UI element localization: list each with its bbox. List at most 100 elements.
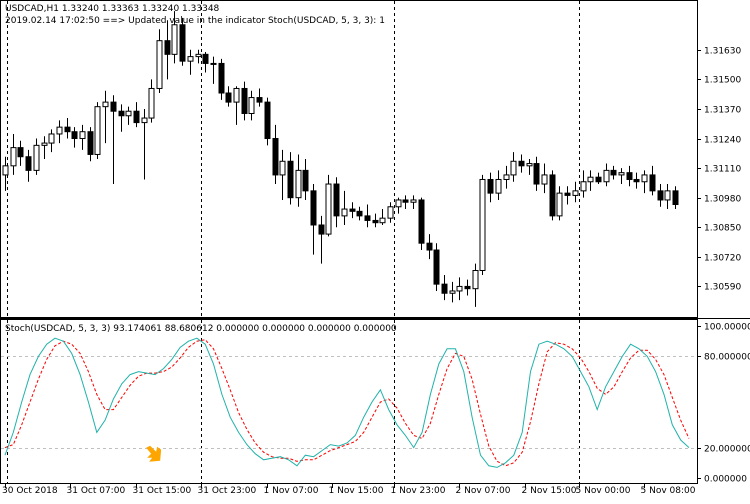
indicator-tick-label: 20.000000 bbox=[704, 445, 750, 455]
candle bbox=[33, 138, 40, 175]
candle bbox=[2, 156, 9, 191]
candle bbox=[94, 102, 101, 159]
price-tick-label: 1.31110 bbox=[704, 165, 741, 175]
candle bbox=[479, 174, 486, 276]
candle bbox=[233, 86, 240, 125]
time-tick-label: 1 Nov 23:00 bbox=[391, 486, 446, 496]
candle bbox=[372, 213, 379, 228]
candle bbox=[79, 124, 86, 150]
time-tick-label: 1 Nov 15:00 bbox=[329, 486, 384, 496]
candle bbox=[664, 184, 671, 210]
candle bbox=[187, 49, 194, 75]
price-tick-label: 1.30720 bbox=[704, 254, 741, 264]
candle bbox=[148, 79, 155, 123]
candle bbox=[603, 163, 610, 187]
price-tick-label: 1.30850 bbox=[704, 224, 741, 234]
candle bbox=[441, 275, 448, 301]
candle bbox=[564, 186, 571, 205]
candle bbox=[218, 58, 225, 100]
price-axis[interactable]: 1.31630 1.31500 1.31370 1.31240 1.31110 1.309… bbox=[697, 47, 741, 293]
time-tick-label: 5 Nov 00:00 bbox=[576, 486, 631, 496]
candle bbox=[310, 184, 317, 255]
buy-arrow-icon[interactable] bbox=[146, 445, 162, 462]
candle bbox=[110, 95, 117, 185]
indicator-window[interactable]: Stoch(USDCAD, 5, 3, 3) 93.174061 88.6806… bbox=[0, 320, 697, 484]
candle bbox=[433, 243, 440, 291]
candle bbox=[248, 90, 255, 121]
candle bbox=[141, 108, 148, 180]
time-tick-label: 2 Nov 15:00 bbox=[522, 486, 577, 496]
candle bbox=[595, 172, 602, 185]
candle bbox=[56, 120, 63, 144]
candle bbox=[649, 165, 656, 196]
candle bbox=[41, 136, 48, 159]
candle bbox=[456, 277, 463, 301]
indicator-tick-label: 100.000000 bbox=[704, 323, 750, 333]
candle bbox=[64, 118, 71, 139]
candle bbox=[387, 202, 394, 223]
price-window[interactable]: USDCAD,H1 1.33240 1.33363 1.33240 1.3334… bbox=[0, 0, 697, 317]
time-tick-label: 2 Nov 07:00 bbox=[456, 486, 511, 496]
indicator-window-frame bbox=[0, 319, 698, 484]
candle bbox=[495, 170, 502, 200]
candle bbox=[279, 149, 286, 200]
candle bbox=[272, 124, 279, 185]
candle bbox=[472, 263, 479, 307]
candle bbox=[156, 29, 163, 94]
candle bbox=[287, 152, 294, 205]
indicator-tick-label: 80.000000 bbox=[704, 353, 750, 363]
candle bbox=[510, 152, 517, 182]
price-window-background[interactable] bbox=[0, 0, 697, 317]
stochastic-levels bbox=[1, 356, 697, 449]
candle bbox=[556, 186, 563, 221]
candle bbox=[202, 52, 209, 73]
indicator-axis[interactable]: 100.000000 80.000000 20.000000 0.000000 bbox=[697, 323, 750, 485]
candle bbox=[87, 127, 94, 162]
candle bbox=[379, 209, 386, 225]
candle bbox=[25, 149, 32, 182]
candle bbox=[541, 163, 548, 194]
candle bbox=[410, 195, 417, 210]
candle bbox=[333, 177, 340, 228]
time-tick-label: 31 Oct 15:00 bbox=[133, 486, 192, 496]
price-tick-label: 1.31240 bbox=[704, 136, 741, 146]
candle bbox=[125, 106, 132, 125]
candle bbox=[225, 86, 232, 107]
indicator-title: Stoch(USDCAD, 5, 3, 3) 93.174061 88.6806… bbox=[5, 324, 397, 334]
candle bbox=[464, 279, 471, 296]
candle bbox=[487, 172, 494, 203]
price-window-frame bbox=[0, 0, 698, 318]
period-separators-main bbox=[7, 1, 580, 317]
candle bbox=[17, 140, 24, 166]
time-tick-label: 1 Nov 07:00 bbox=[264, 486, 319, 496]
candle bbox=[48, 129, 55, 153]
candle bbox=[503, 165, 510, 189]
candle bbox=[402, 195, 409, 210]
price-tick-label: 1.30980 bbox=[704, 195, 741, 205]
candle bbox=[325, 174, 332, 237]
candle bbox=[10, 133, 17, 175]
candle bbox=[626, 165, 633, 187]
candle bbox=[356, 206, 363, 221]
candle bbox=[171, 11, 178, 64]
candle bbox=[418, 197, 425, 251]
candle bbox=[195, 49, 202, 64]
candle bbox=[210, 56, 217, 84]
candle bbox=[364, 204, 371, 228]
candle bbox=[449, 281, 456, 303]
candle bbox=[549, 170, 556, 221]
candle bbox=[633, 172, 640, 189]
time-axis[interactable]: 30 Oct 2018 31 Oct 07:00 31 Oct 15:00 31 Oc… bbox=[2, 484, 696, 496]
candle bbox=[610, 165, 617, 180]
candle bbox=[395, 197, 402, 214]
candle bbox=[264, 97, 271, 146]
log-message: 2019.02.14 17:02:50 ==> Updated value in… bbox=[5, 16, 385, 26]
candle bbox=[295, 154, 302, 207]
candle bbox=[349, 202, 356, 219]
candle bbox=[133, 102, 140, 128]
chart-title: USDCAD,H1 1.33240 1.33363 1.33240 1.3334… bbox=[5, 4, 220, 14]
price-tick-label: 1.31500 bbox=[704, 76, 741, 86]
indicator-window-background[interactable] bbox=[0, 320, 697, 484]
candle bbox=[580, 170, 587, 198]
